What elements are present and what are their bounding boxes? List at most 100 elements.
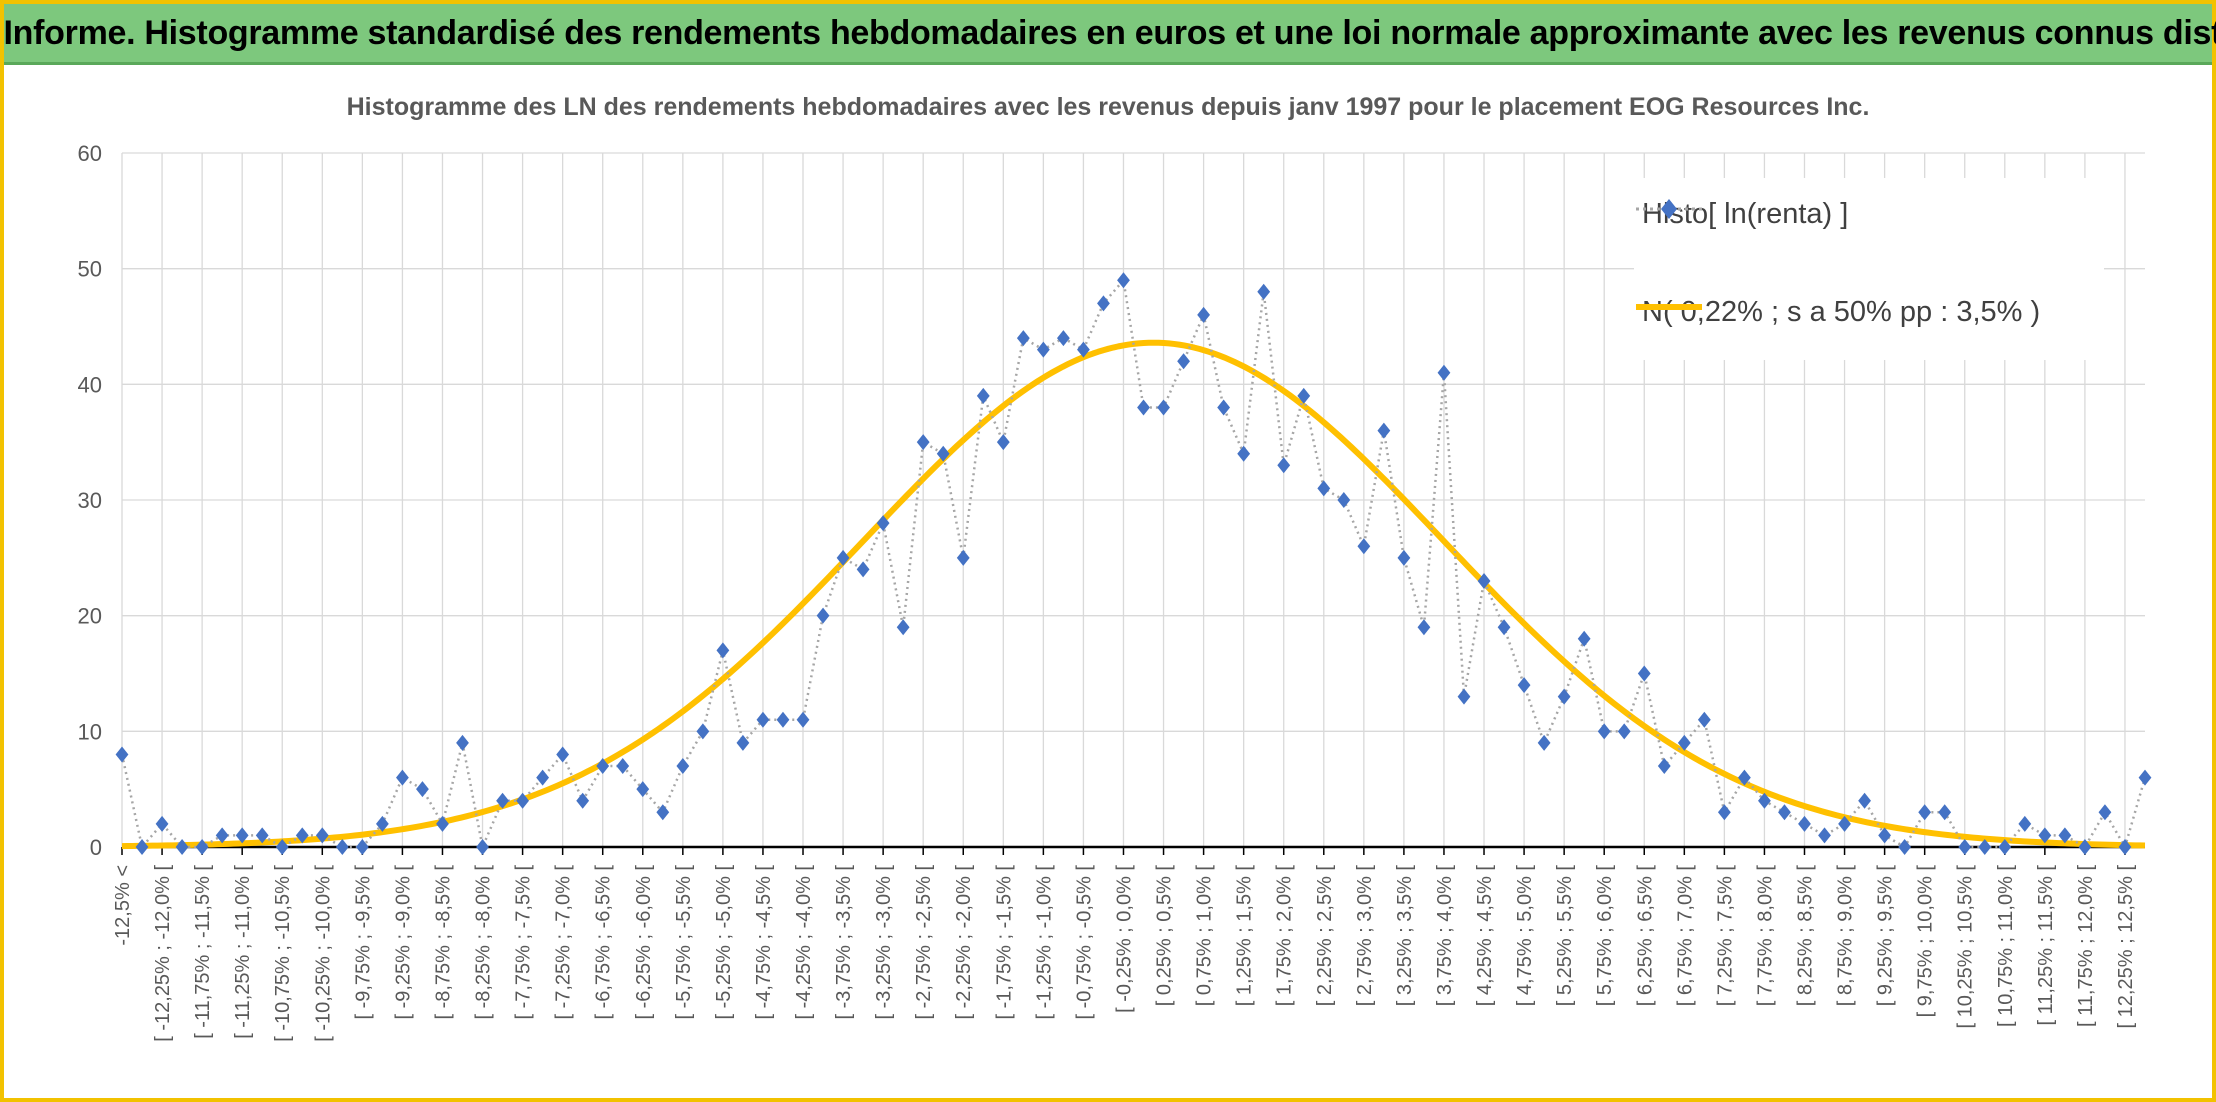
histo-point: [676, 758, 690, 775]
histo-point: [916, 434, 930, 451]
x-tick-label: [ 12,25% ; 12,5% [: [2115, 865, 2137, 1029]
x-tick-label: [ 1,75% ; 2,0% [: [1274, 865, 1296, 1007]
y-tick-label: 20: [78, 604, 102, 629]
histo-point: [1036, 341, 1050, 358]
histo-point: [1217, 399, 1231, 416]
histo-point: [596, 758, 610, 775]
y-tick-label: 40: [78, 372, 102, 397]
histo-point: [756, 711, 770, 728]
legend-item-normal: N( 0,22% ; s a 50% pp : 3,5% ): [1634, 292, 2040, 332]
histo-point: [1137, 399, 1150, 416]
x-tick-label: [ 3,75% ; 4,0% [: [1434, 865, 1456, 1007]
histo-point: [1417, 619, 1431, 636]
x-tick-label: [ -5,25% ; -5,0% [: [713, 865, 735, 1020]
histo-point: [1557, 688, 1571, 705]
histo-point: [1177, 353, 1190, 370]
histo-point: [1818, 827, 1831, 844]
histo-point: [1197, 306, 1211, 323]
histo-point: [1798, 815, 1811, 832]
histo-point: [1257, 283, 1271, 300]
histo-point: [1677, 734, 1691, 751]
histo-point: [956, 549, 970, 566]
x-tick-label: [ 2,25% ; 2,5% [: [1314, 865, 1336, 1007]
histo-point: [456, 734, 469, 751]
histo-point: [2038, 827, 2052, 844]
histo-point: [1778, 804, 1791, 821]
histo-point: [235, 827, 249, 844]
x-tick-label: [ 7,25% ; 7,5% [: [1714, 865, 1736, 1007]
x-tick-label: [ 3,25% ; 3,5% [: [1394, 865, 1416, 1007]
histo-point: [1237, 445, 1251, 462]
histo-point: [1016, 330, 1030, 347]
x-tick-label: [ -10,75% ; -10,5% [: [272, 865, 294, 1042]
page-banner: ADAM Informe. Histogramme standardisé de…: [0, 4, 2216, 65]
x-tick-label: [ -11,75% ; -11,5% [: [192, 865, 214, 1039]
x-tick-label: [ 8,75% ; 9,0% [: [1835, 865, 1857, 1007]
x-tick-label: [ 5,25% ; 5,5% [: [1554, 865, 1576, 1007]
x-tick-label: [ -0,75% ; -0,5% [: [1073, 865, 1095, 1020]
histo-point: [1297, 387, 1311, 404]
histo-point: [1517, 677, 1531, 694]
histo-point: [275, 839, 289, 855]
histo-point: [1056, 330, 1070, 347]
histo-point: [1377, 422, 1391, 439]
y-tick-label: 10: [78, 719, 102, 744]
histo-point: [1477, 572, 1491, 589]
histo-point: [716, 642, 730, 659]
x-tick-label: [ -10,25% ; -10,0% [: [312, 865, 334, 1042]
histo-point: [1397, 549, 1411, 566]
chart-legend: Histo[ ln(renta) ] N( 0,22% ; s a 50% pp…: [1634, 178, 2104, 360]
x-tick-label: [ 8,25% ; 8,5% [: [1794, 865, 1816, 1007]
histo-point: [1497, 619, 1511, 636]
x-tick-label: [ 6,75% ; 7,0% [: [1674, 865, 1696, 1007]
normal-curve-line: [121, 339, 2146, 850]
x-tick-label: [ -12,25% ; -12,0% [: [152, 865, 174, 1042]
histo-point: [696, 723, 710, 740]
histo-point: [315, 827, 329, 844]
histo-point: [2098, 804, 2112, 821]
x-tick-label: [ -1,25% ; -1,0% [: [1033, 865, 1055, 1020]
x-tick-label: [ 6,25% ; 6,5% [: [1634, 865, 1656, 1007]
x-tick-label: [ 0,25% ; 0,5% [: [1154, 865, 1176, 1007]
histo-point: [556, 746, 570, 763]
histo-point: [1918, 804, 1932, 821]
histo-connector-line: [120, 277, 2147, 852]
x-tick-label: [ 11,75% ; 12,0% [: [2075, 865, 2097, 1027]
histo-point: [1357, 538, 1371, 555]
x-tick-label: [ 10,25% ; 10,5% [: [1955, 865, 1977, 1029]
histo-point: [736, 734, 750, 751]
x-tick-label: [ 9,25% ; 9,5% [: [1875, 865, 1897, 1007]
x-tick-label: [ 4,25% ; 4,5% [: [1474, 865, 1496, 1007]
histo-point: [1697, 711, 1711, 728]
histo-point: [115, 746, 129, 763]
histo-point: [936, 445, 950, 462]
x-tick-label: [ -6,75% ; -6,5% [: [593, 865, 615, 1020]
histo-point: [896, 619, 910, 636]
histo-point: [1958, 839, 1972, 855]
histo-point: [2058, 827, 2072, 844]
histo-point: [1617, 723, 1631, 740]
histo-point: [255, 827, 269, 844]
histo-point: [796, 711, 810, 728]
y-tick-label: 50: [78, 257, 102, 282]
histo-point: [516, 792, 529, 809]
x-tick-label: [ -7,25% ; -7,0% [: [553, 865, 575, 1020]
histo-point: [496, 792, 509, 809]
x-tick-label: [ -4,25% ; -4,0% [: [793, 865, 815, 1020]
x-tick-label: [ -2,25% ; -2,0% [: [953, 865, 975, 1020]
histo-point: [1537, 734, 1551, 751]
x-tick-label: -12,5% <: [112, 865, 134, 946]
x-tick-label: [ -4,75% ; -4,5% [: [753, 865, 775, 1020]
histo-point: [1978, 839, 1992, 855]
x-tick-label: [ 11,25% ; 11,5% [: [2035, 865, 2057, 1026]
histo-point: [1898, 839, 1912, 855]
histo-point: [355, 839, 369, 855]
histo-point: [1457, 688, 1471, 705]
histo-point: [1277, 457, 1291, 474]
x-tick-label: [ -7,75% ; -7,5% [: [513, 865, 535, 1020]
histo-point: [1838, 815, 1851, 832]
chart-title: Histogramme des LN des rendements hebdom…: [346, 93, 1870, 121]
histo-point: [656, 804, 670, 821]
histo-point: [1577, 630, 1591, 647]
